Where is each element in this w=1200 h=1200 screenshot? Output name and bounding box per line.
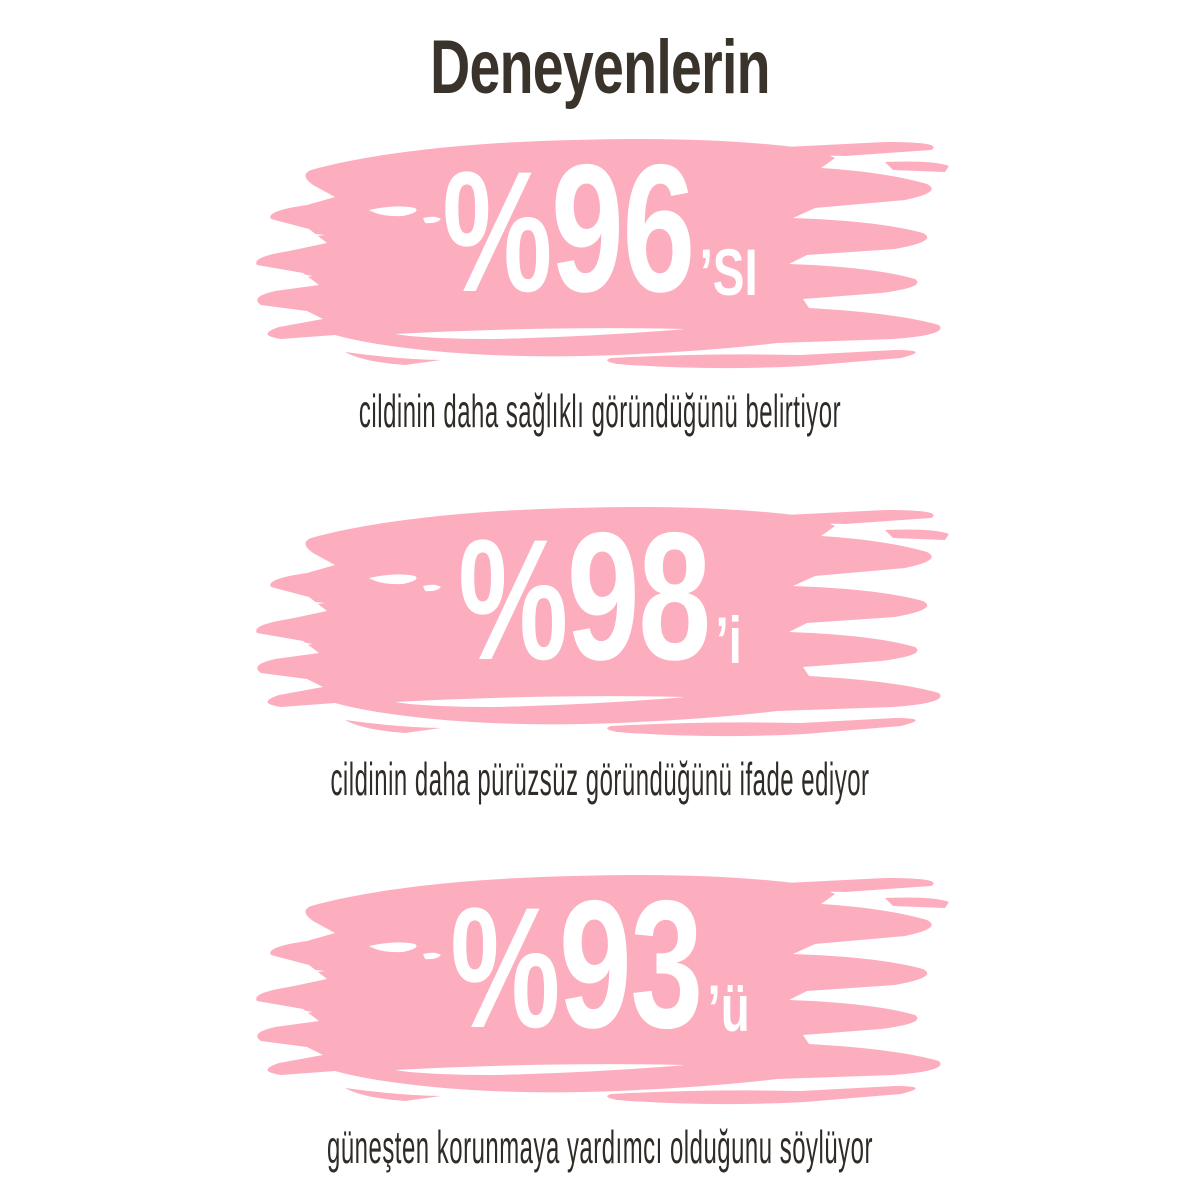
stat-number: 93 bbox=[558, 862, 703, 1066]
page-title: Deneyenlerin bbox=[430, 25, 770, 110]
percent-sign: % bbox=[450, 872, 560, 1064]
stat-section-3: %93’ü güneşten korunmaya yardımcı olduğu… bbox=[0, 864, 1200, 1200]
stat-suffix: ’i bbox=[715, 603, 742, 677]
stat-section-1: %96’SI cildinin daha sağlıklı göründüğün… bbox=[0, 128, 1200, 496]
percent-sign: % bbox=[458, 504, 568, 696]
stat-suffix: ’ü bbox=[707, 971, 750, 1045]
stat-value-1: %96’SI bbox=[168, 128, 1032, 328]
stat-caption-2: cildinin daha pürüzsüz göründüğünü ifade… bbox=[330, 753, 870, 805]
stat-section-2: %98’i cildinin daha pürüzsüz göründüğünü… bbox=[0, 496, 1200, 864]
stat-caption-3: güneşten korunmaya yardımcı olduğunu söy… bbox=[327, 1121, 873, 1173]
stat-number: 96 bbox=[550, 126, 695, 330]
stat-number: 98 bbox=[566, 494, 711, 698]
stat-value-3: %93’ü bbox=[168, 864, 1032, 1064]
stat-caption-1: cildinin daha sağlıklı göründüğünü belir… bbox=[358, 385, 842, 437]
stat-value-2: %98’i bbox=[168, 496, 1032, 696]
stat-suffix: ’SI bbox=[699, 235, 758, 309]
percent-sign: % bbox=[442, 136, 552, 328]
